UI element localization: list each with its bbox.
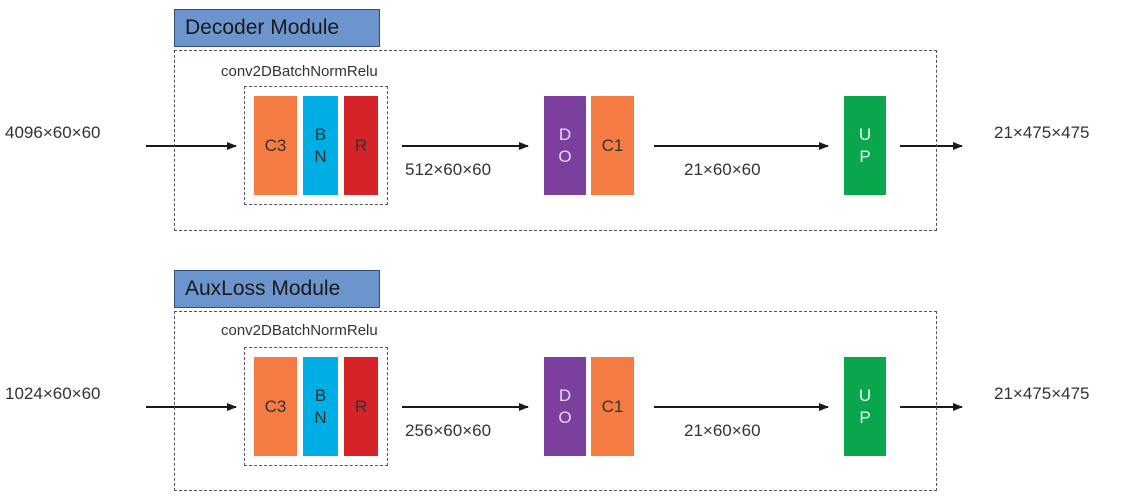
- auxloss-bn-block: B N: [303, 357, 338, 456]
- auxloss-do-label-1: D: [558, 385, 572, 405]
- decoder-do-label-2: O: [558, 146, 572, 166]
- decoder-group-label: conv2DBatchNormRelu: [221, 63, 378, 80]
- decoder-up-label-2: P: [859, 146, 871, 166]
- decoder-r-block: R: [344, 96, 378, 195]
- auxloss-do-label-2: O: [558, 407, 572, 427]
- auxloss-c1-label: C1: [601, 396, 624, 416]
- auxloss-group-label: conv2DBatchNormRelu: [221, 322, 378, 339]
- auxloss-up-label-2: P: [859, 407, 871, 427]
- decoder-mid2-dim: 21×60×60: [684, 160, 761, 179]
- auxloss-r-block: R: [344, 357, 378, 456]
- auxloss-up-block: U P: [844, 357, 886, 456]
- auxloss-mid1-dim: 256×60×60: [405, 421, 492, 440]
- decoder-do-block: D O: [544, 96, 586, 195]
- auxloss-r-label: R: [354, 396, 368, 416]
- auxloss-up-label-1: U: [858, 385, 872, 405]
- decoder-bn-block: B N: [303, 96, 338, 195]
- decoder-input-dim: 4096×60×60: [5, 123, 101, 142]
- decoder-output-dim: 21×475×475: [994, 123, 1090, 142]
- decoder-do-label-1: D: [558, 124, 572, 144]
- decoder-c1-label: C1: [601, 135, 624, 155]
- auxloss-c1-block: C1: [591, 357, 634, 456]
- decoder-r-label: R: [354, 135, 368, 155]
- auxloss-input-dim: 1024×60×60: [5, 384, 101, 403]
- auxloss-bn-label-1: B: [314, 385, 327, 405]
- auxloss-bn-label-2: N: [314, 407, 327, 427]
- decoder-c3-label: C3: [264, 135, 287, 155]
- decoder-up-block: U P: [844, 96, 886, 195]
- decoder-conv-group: [244, 86, 388, 205]
- auxloss-mid2-dim: 21×60×60: [684, 421, 761, 440]
- decoder-module-box: [174, 50, 937, 231]
- auxloss-conv-group: [244, 347, 388, 466]
- decoder-up-label-1: U: [858, 124, 872, 144]
- decoder-module-title: Decoder Module: [174, 9, 380, 47]
- auxloss-c3-label: C3: [264, 396, 287, 416]
- auxloss-module-box: [174, 311, 937, 491]
- auxloss-output-dim: 21×475×475: [994, 384, 1090, 403]
- decoder-c1-block: C1: [591, 96, 634, 195]
- auxloss-c3-block: C3: [254, 357, 297, 456]
- decoder-bn-label-1: B: [314, 124, 327, 144]
- auxloss-do-block: D O: [544, 357, 586, 456]
- decoder-c3-block: C3: [254, 96, 297, 195]
- auxloss-module-title: AuxLoss Module: [174, 270, 380, 308]
- decoder-mid1-dim: 512×60×60: [405, 160, 492, 179]
- decoder-bn-label-2: N: [314, 146, 327, 166]
